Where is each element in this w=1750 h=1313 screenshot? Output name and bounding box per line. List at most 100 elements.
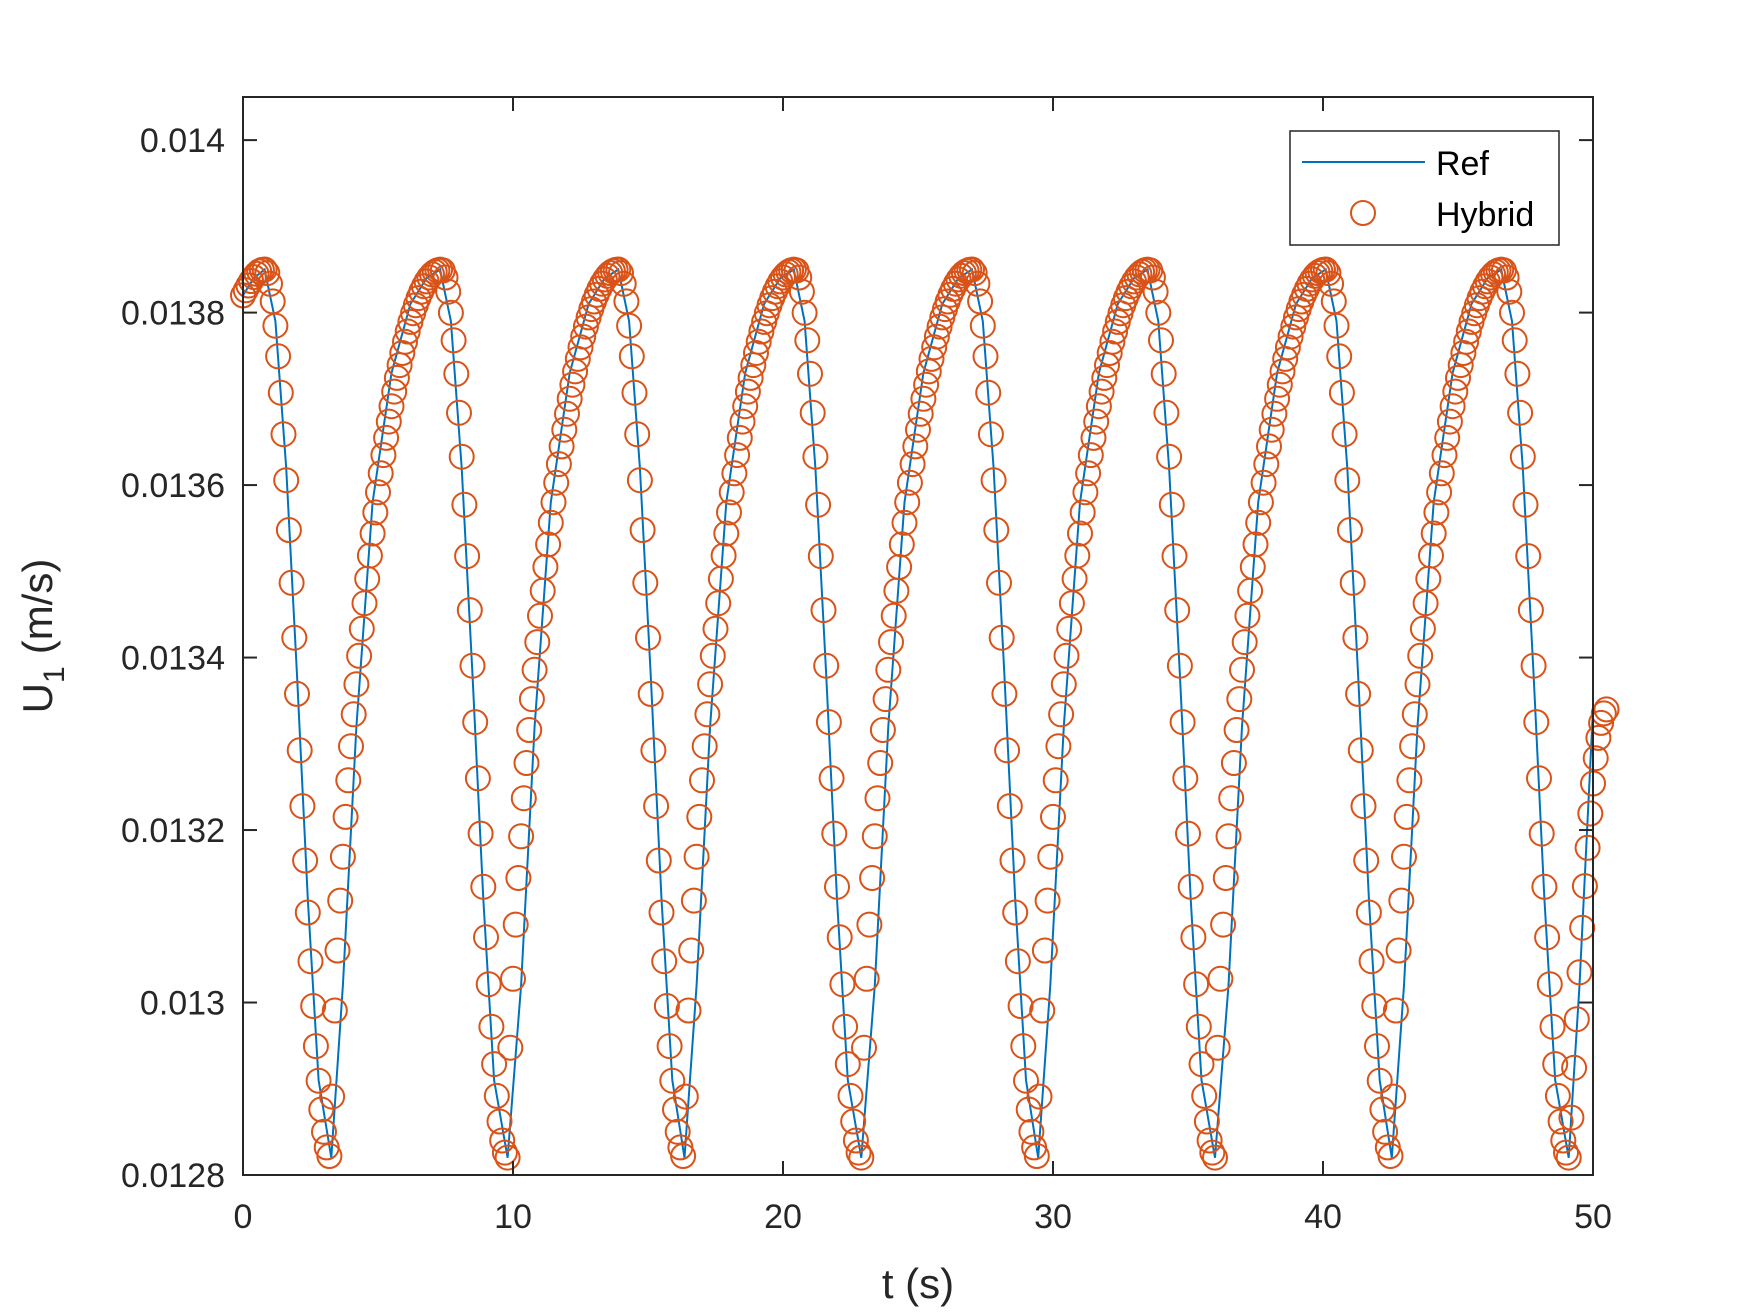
hybrid-point	[1318, 270, 1345, 297]
hybrid-point	[894, 489, 921, 516]
hybrid-point	[799, 399, 826, 426]
hybrid-point	[821, 820, 848, 847]
hybrid-point	[502, 911, 529, 938]
hybrid-point	[807, 543, 834, 570]
hybrid-point	[1261, 400, 1288, 427]
hybrid-point	[1563, 1006, 1590, 1033]
hybrid-point	[448, 443, 475, 470]
hybrid-point	[832, 1013, 859, 1040]
legend-hybrid-label: Hybrid	[1436, 196, 1534, 234]
hybrid-point	[675, 997, 702, 1024]
hybrid-point	[1048, 701, 1075, 728]
x-tick-label: 10	[494, 1198, 532, 1236]
hybrid-point	[748, 318, 775, 345]
hybrid-point	[1088, 378, 1115, 405]
hybrid-point	[964, 270, 991, 297]
hybrid-point	[289, 793, 316, 820]
hybrid-point	[1280, 313, 1307, 340]
hybrid-point	[745, 328, 772, 355]
hybrid-point	[265, 343, 292, 370]
hybrid-point	[624, 421, 651, 448]
hybrid-point	[1218, 785, 1245, 812]
hybrid-point	[1256, 433, 1282, 460]
y-tick-label: 0.0138	[121, 295, 225, 333]
hybrid-point	[1091, 364, 1118, 391]
hybrid-point	[888, 531, 915, 558]
hybrid-point	[1169, 709, 1196, 736]
hybrid-point	[286, 737, 313, 764]
hybrid-point	[491, 1139, 518, 1166]
hybrid-point	[1188, 1051, 1215, 1078]
hybrid-point	[788, 278, 815, 305]
hybrid-point	[886, 554, 913, 580]
hybrid-point	[537, 509, 564, 536]
hybrid-point	[772, 261, 799, 288]
hybrid-point	[1391, 843, 1417, 870]
hybrid-point	[683, 843, 710, 870]
hybrid-point	[1234, 602, 1261, 629]
hybrid-point	[437, 299, 464, 326]
hybrid-point	[1064, 542, 1091, 569]
hybrid-point	[645, 847, 672, 874]
hybrid-point	[1442, 378, 1469, 405]
hybrid-point	[1037, 843, 1064, 870]
hybrid-point	[1504, 360, 1531, 387]
hybrid-point	[500, 965, 526, 992]
hybrid-point	[497, 1034, 524, 1061]
hybrid-point	[875, 656, 902, 683]
hybrid-point	[664, 1118, 691, 1145]
legend-hybrid-swatch	[1350, 200, 1376, 226]
hybrid-point	[464, 765, 491, 792]
hybrid-point	[319, 1083, 346, 1110]
hybrid-point	[1191, 1082, 1218, 1109]
hybrid-point	[1358, 948, 1385, 975]
hybrid-point	[653, 993, 680, 1019]
hybrid-point	[548, 433, 575, 460]
hybrid-point	[394, 318, 421, 345]
hybrid-point	[1326, 343, 1353, 370]
y-tick-labels: 0.0128 0.013 0.0132 0.0134 0.0136 0.0138 0.014	[121, 122, 225, 1195]
hybrid-point	[680, 887, 707, 914]
hybrid-point	[1364, 1033, 1390, 1060]
hybrid-point	[837, 1082, 864, 1109]
hybrid-point	[273, 467, 300, 494]
hybrid-point	[691, 733, 718, 760]
hybrid-point	[1229, 656, 1255, 683]
hybrid-point	[818, 765, 845, 792]
hybrid-point	[867, 750, 894, 776]
hybrid-point	[262, 312, 289, 339]
y-axis-title-symbol: U	[14, 683, 61, 713]
hybrid-point	[853, 965, 880, 992]
hybrid-point	[1480, 261, 1507, 288]
hybrid-point	[1183, 971, 1210, 998]
hybrid-point	[518, 686, 545, 713]
hybrid-point	[1499, 299, 1525, 326]
hybrid-point	[899, 451, 926, 478]
hybrid-point	[1102, 318, 1129, 345]
hybrid-point	[1153, 399, 1180, 426]
hybrid-point	[1029, 997, 1056, 1024]
hybrid-point	[1258, 416, 1285, 443]
hybrid-point	[1553, 1139, 1579, 1166]
hybrid-point	[1353, 847, 1380, 874]
hybrid-point	[1366, 1067, 1393, 1094]
hybrid-point	[505, 865, 532, 891]
hybrid-point	[1193, 1108, 1220, 1135]
hybrid-point	[516, 717, 543, 743]
hybrid-point	[810, 597, 837, 624]
hybrid-point	[907, 400, 934, 427]
hybrid-point	[670, 1143, 697, 1169]
hybrid-point	[1566, 959, 1593, 986]
hybrid-point	[1439, 393, 1466, 420]
hybrid-point	[1199, 1139, 1226, 1166]
hybrid-point	[1253, 451, 1280, 478]
hybrid-point	[375, 408, 402, 435]
hybrid-point	[1007, 993, 1034, 1019]
hybrid-point	[905, 416, 931, 443]
hybrid-point	[824, 873, 850, 900]
hybrid-point	[721, 460, 748, 487]
hybrid-point	[1501, 327, 1528, 354]
hybrid-point	[1547, 1108, 1574, 1135]
hybrid-point	[1239, 554, 1266, 580]
hybrid-point	[1312, 256, 1339, 283]
